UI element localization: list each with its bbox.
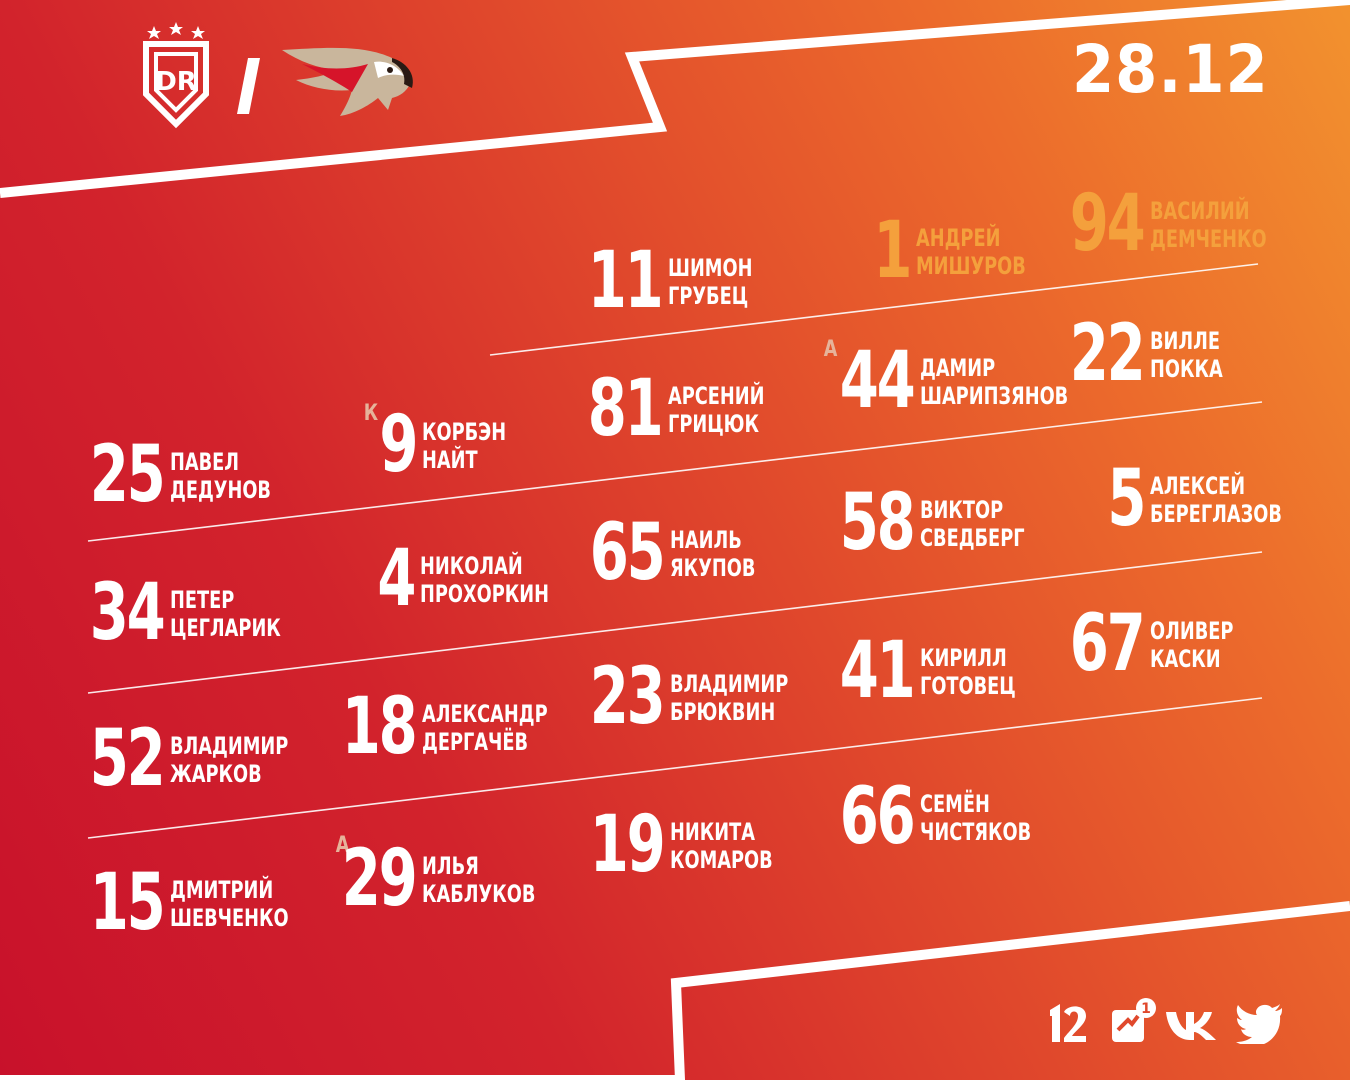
jersey-number: 18 <box>342 682 418 772</box>
alternate-captain-mark: А <box>335 833 350 858</box>
jersey-number: 44 <box>840 336 916 426</box>
last-name: ШАРИПЗЯНОВ <box>920 382 1069 410</box>
avangard-logo <box>282 47 413 117</box>
first-name: ИЛЬЯ <box>422 852 479 880</box>
vk-icon[interactable] <box>1164 1006 1220 1042</box>
dinamo-riga-logo: DR <box>143 22 209 129</box>
last-name: ГОТОВЕЦ <box>920 672 1016 700</box>
last-name: НАЙТ <box>422 446 478 474</box>
last-name: ДЕРГАЧЁВ <box>422 728 529 756</box>
first-name: ПАВЕЛ <box>170 448 240 476</box>
first-name: ПЕТЕР <box>170 586 235 614</box>
last-name: КОМАРОВ <box>670 846 773 874</box>
first-name: ВЛАДИМИР <box>670 670 789 698</box>
last-name: ДЕМЧЕНКО <box>1150 225 1267 253</box>
jersey-number: 29 <box>342 834 418 924</box>
jersey-number: 5 <box>1107 454 1146 544</box>
last-name: ГРИЦЮК <box>668 410 760 438</box>
first-name: ВИЛЛЕ <box>1150 327 1221 355</box>
jersey-number: 58 <box>840 478 916 568</box>
first-name: АНДРЕЙ <box>916 224 1001 252</box>
jersey-number: 1 <box>873 206 912 296</box>
jersey-number: 52 <box>90 714 166 804</box>
jersey-number: 41 <box>840 626 916 716</box>
first-name: АЛЕКСЕЙ <box>1150 472 1246 500</box>
alternate-captain-mark: А <box>823 337 838 362</box>
last-name: БРЮКВИН <box>670 698 776 726</box>
jersey-number: 25 <box>90 430 166 520</box>
first-name: ВАСИЛИЙ <box>1150 197 1250 225</box>
last-name: ЦЕГЛАРИК <box>170 614 281 642</box>
first-name: СЕМЁН <box>920 790 990 818</box>
first-name: ВИКТОР <box>920 496 1004 524</box>
first-name: АЛЕКСАНДР <box>422 700 548 728</box>
last-name: КАСКИ <box>1150 645 1221 673</box>
first-name: ШИМОН <box>668 254 753 282</box>
first-name: ДАМИР <box>920 354 996 382</box>
last-name: СВЕДБЕРГ <box>920 524 1025 552</box>
jersey-number: 4 <box>377 534 416 624</box>
last-name: ЧИСТЯКОВ <box>920 818 1032 846</box>
jersey-number: 65 <box>590 508 666 598</box>
jersey-number: 9 <box>379 400 418 490</box>
jersey-number: 23 <box>590 652 666 742</box>
last-name: МИШУРОВ <box>916 252 1026 280</box>
jersey-number: 66 <box>840 772 916 862</box>
last-name: ЯКУПОВ <box>670 554 756 582</box>
notification-badge: 1 <box>1141 1001 1151 1017</box>
last-name: ПРОХОРКИН <box>420 580 550 608</box>
ok-icon[interactable]: 1 <box>1106 996 1158 1046</box>
versus-slash-icon <box>237 58 260 114</box>
jersey-number: 94 <box>1070 179 1146 269</box>
match-date: 28.12 <box>1072 31 1269 108</box>
last-name: КАБЛУКОВ <box>422 880 536 908</box>
first-name: НИКОЛАЙ <box>420 552 523 580</box>
svg-text:DR: DR <box>155 67 197 97</box>
first-name: ОЛИВЕР <box>1150 617 1234 645</box>
first-name: ДМИТРИЙ <box>170 876 274 904</box>
twitter-icon[interactable] <box>1234 1002 1284 1044</box>
first-name: НАИЛЬ <box>670 526 742 554</box>
last-name: ГРУБЕЦ <box>668 282 749 310</box>
last-name: ШЕВЧЕНКО <box>170 904 289 932</box>
jersey-number: 11 <box>588 236 664 326</box>
first-name: НИКИТА <box>670 818 755 846</box>
jersey-number: 34 <box>90 568 166 658</box>
last-name: ЖАРКОВ <box>170 760 262 788</box>
last-name: БЕРЕГЛАЗОВ <box>1150 500 1282 528</box>
last-name: ПОККА <box>1150 355 1223 383</box>
jersey-number: 19 <box>590 800 666 890</box>
jersey-number: 15 <box>90 858 166 948</box>
captain-mark: К <box>363 401 379 426</box>
first-name: АРСЕНИЙ <box>668 382 765 410</box>
first-name: ВЛАДИМИР <box>170 732 289 760</box>
first-name: КОРБЭН <box>422 418 507 446</box>
first-name: КИРИЛЛ <box>920 644 1007 672</box>
last-name: ДЕДУНОВ <box>170 476 271 504</box>
jersey-number: 22 <box>1070 309 1146 399</box>
twelve-icon[interactable] <box>1046 1000 1090 1046</box>
jersey-number: 67 <box>1070 599 1146 689</box>
jersey-number: 81 <box>588 364 664 454</box>
